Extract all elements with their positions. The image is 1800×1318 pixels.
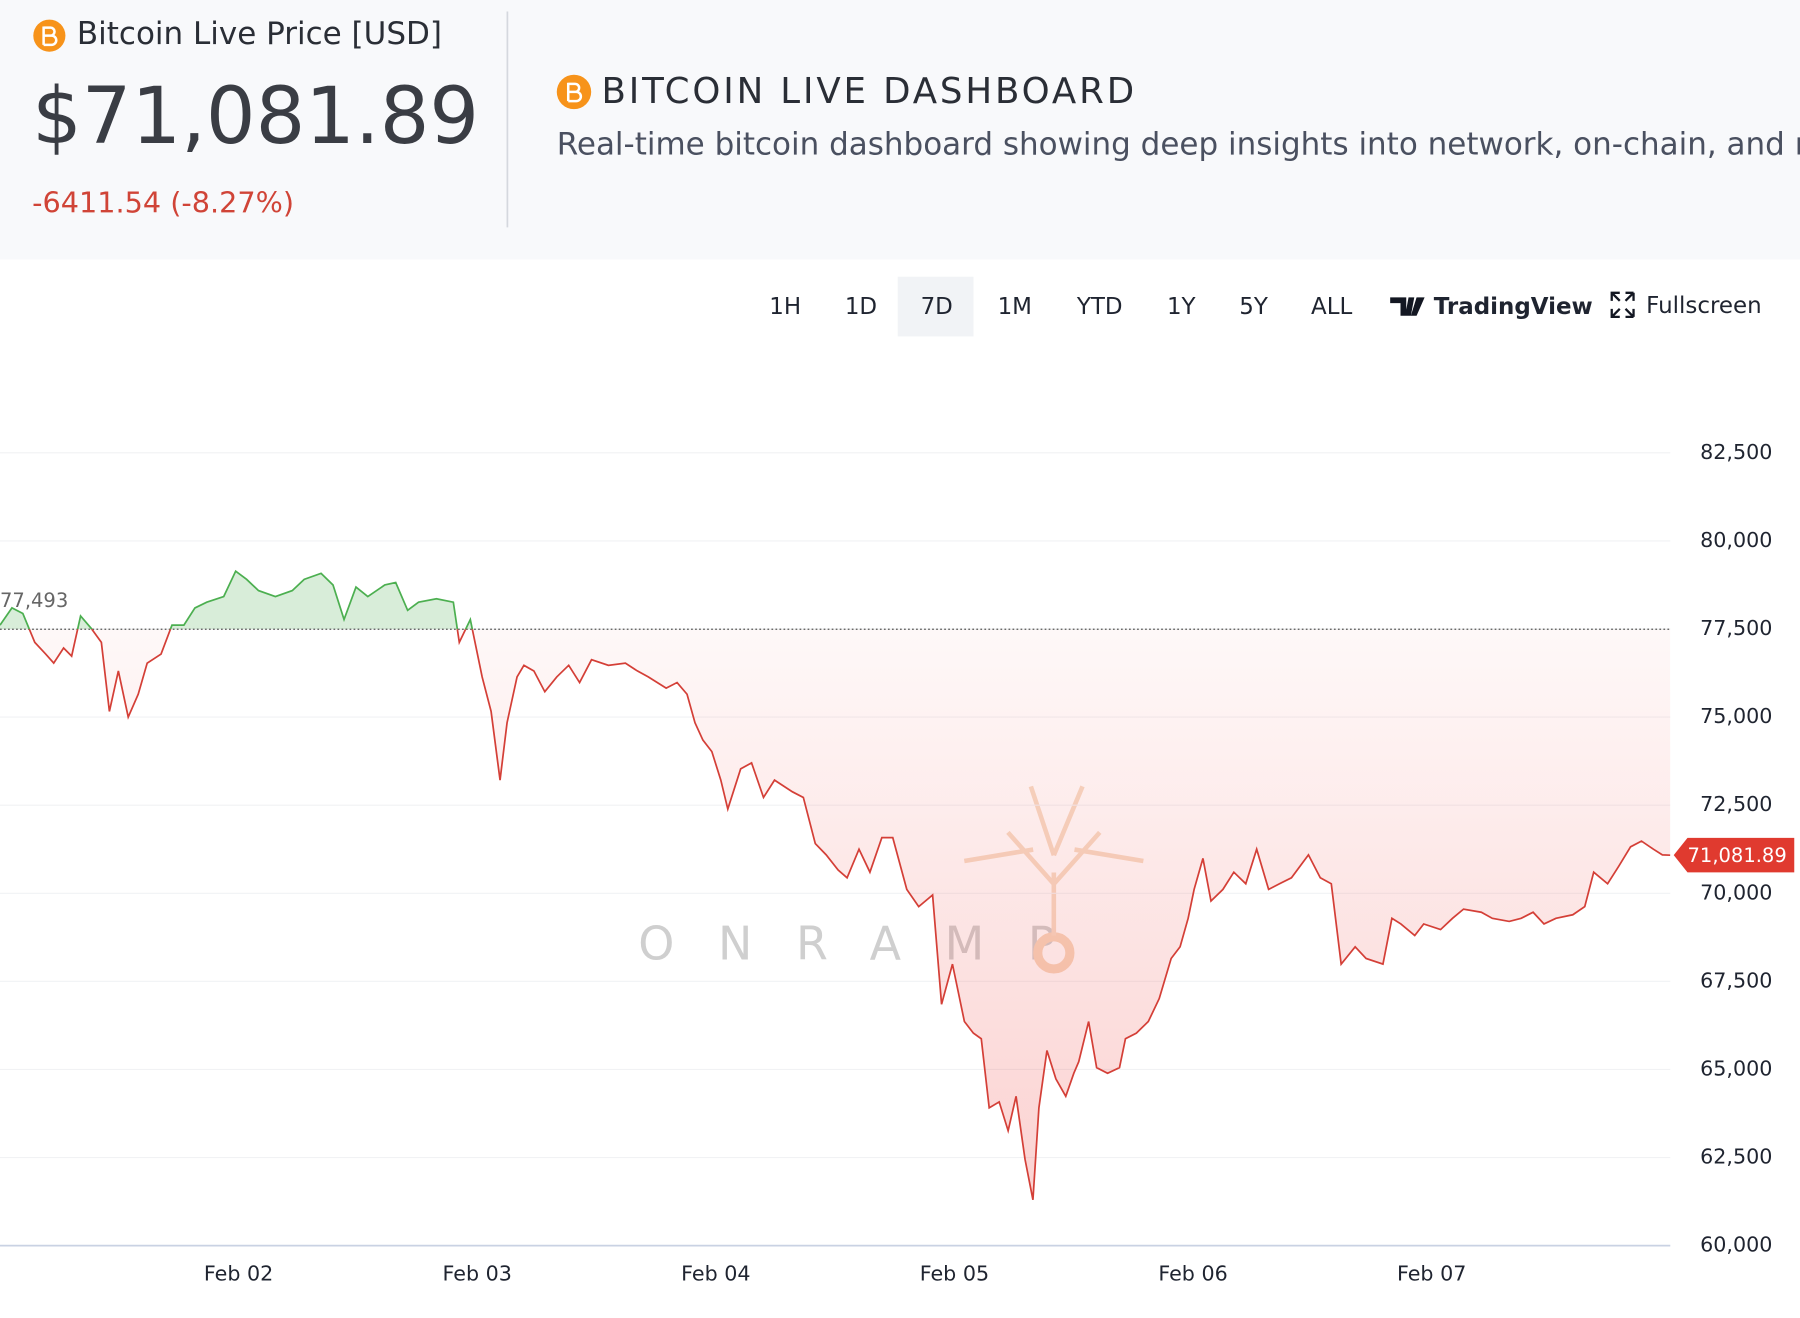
area-up <box>0 571 1671 630</box>
x-tick-label: Feb 04 <box>681 1261 750 1285</box>
dashboard-subtitle: Real-time bitcoin dashboard showing deep… <box>557 126 1800 162</box>
btc-icon <box>33 19 66 52</box>
price-change: -6411.54 (-8.27%) <box>32 185 294 219</box>
range-button[interactable]: 1D <box>845 294 877 320</box>
last-price-label: 71,081.89 <box>1688 844 1787 867</box>
toolbar: 1H 1D 7D 1M YTD 1Y 5Y ALL <box>769 276 1352 337</box>
baseline-label: 77,493 <box>0 589 68 612</box>
x-tick-label: Feb 05 <box>920 1261 989 1285</box>
x-tick-label: Feb 07 <box>1397 1261 1466 1285</box>
y-tick-label: 60,000 <box>1700 1233 1772 1257</box>
range-button[interactable]: YTD <box>1076 294 1123 320</box>
y-tick-label: 72,500 <box>1700 792 1772 816</box>
fullscreen-button[interactable]: Fullscreen <box>1646 293 1761 319</box>
y-tick-label: 70,000 <box>1700 880 1772 904</box>
x-tick-label: Feb 06 <box>1158 1261 1227 1285</box>
x-tick-label: Feb 03 <box>443 1261 512 1285</box>
range-button[interactable]: 7D <box>921 294 953 320</box>
price: $71,081.89 <box>32 72 479 162</box>
dashboard-title: BITCOIN LIVE DASHBOARD <box>602 71 1137 112</box>
range-button[interactable]: 1Y <box>1167 294 1197 320</box>
fullscreen-icon <box>1610 291 1635 319</box>
area-down <box>29 629 1671 1200</box>
y-tick-label: 62,500 <box>1700 1145 1772 1169</box>
plot: ONRAMP60,00062,50065,00067,50070,00072,5… <box>0 440 1795 1285</box>
header-bg <box>0 0 1800 260</box>
price-line-up <box>0 569 474 630</box>
range-button[interactable]: 1H <box>769 294 801 320</box>
range-button[interactable]: 5Y <box>1239 294 1269 320</box>
y-tick-label: 77,500 <box>1700 616 1772 640</box>
y-tick-label: 80,000 <box>1700 528 1772 552</box>
btc-icon <box>556 74 592 110</box>
y-tick-label: 82,500 <box>1700 440 1772 464</box>
tradingview-button[interactable]: TradingView <box>1434 294 1593 320</box>
range-button[interactable]: 1M <box>998 294 1032 320</box>
price-line-down <box>28 629 1671 1200</box>
tradingview-logo <box>1390 297 1425 316</box>
last-price-tag <box>1673 837 1795 873</box>
x-tick-label: Feb 02 <box>204 1261 273 1285</box>
price-title: Bitcoin Live Price [USD] <box>77 16 442 52</box>
y-tick-label: 67,500 <box>1700 968 1772 992</box>
range-button[interactable]: ALL <box>1311 294 1352 320</box>
active-range-bg <box>897 276 974 337</box>
y-tick-label: 75,000 <box>1700 704 1772 728</box>
y-tick-label: 65,000 <box>1700 1056 1772 1080</box>
